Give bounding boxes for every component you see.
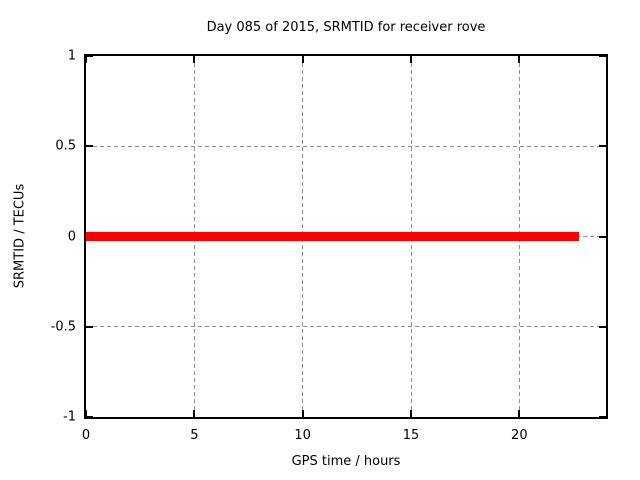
x-tick-bottom: [85, 410, 87, 417]
y-tick-left: [86, 145, 93, 148]
y-tick-left: [86, 55, 93, 57]
y-tick-left: [86, 325, 93, 328]
x-tick-top: [193, 56, 196, 63]
y-tick-label: 1: [67, 48, 76, 64]
y-tick-right: [599, 235, 606, 238]
x-tick-top: [301, 56, 304, 63]
y-tick-label: 0: [67, 229, 76, 244]
x-tick-label: 0: [81, 428, 91, 443]
x-tick-bottom: [410, 410, 412, 417]
plot-area: [84, 54, 608, 419]
y-tick-right: [599, 145, 606, 148]
x-tick-top: [85, 56, 87, 63]
y-tick-label: 0.5: [55, 138, 76, 154]
y-tick-label: -1: [63, 409, 76, 425]
x-tick-bottom: [193, 410, 196, 417]
x-tick-top: [410, 56, 412, 63]
y-tick-right: [599, 416, 606, 418]
y-axis-label: SRMTID / TECUs: [12, 183, 28, 289]
series-srmtid-line: [86, 232, 579, 241]
x-tick-label: 15: [402, 428, 420, 443]
y-tick-right: [599, 325, 606, 328]
chart-title: Day 085 of 2015, SRMTID for receiver rov…: [206, 20, 486, 35]
x-tick-label: 5: [190, 428, 199, 443]
x-axis-label: GPS time / hours: [291, 454, 401, 469]
y-tick-right: [599, 55, 606, 57]
y-tick-left: [86, 416, 93, 418]
y-gridline: [86, 326, 606, 328]
x-tick-top: [518, 56, 521, 63]
x-tick-bottom: [301, 410, 304, 417]
y-tick-label: -0.5: [50, 319, 76, 335]
x-tick-label: 20: [511, 428, 528, 443]
x-tick-bottom: [518, 410, 521, 417]
x-tick-label: 10: [294, 428, 311, 443]
y-gridline: [86, 145, 606, 147]
